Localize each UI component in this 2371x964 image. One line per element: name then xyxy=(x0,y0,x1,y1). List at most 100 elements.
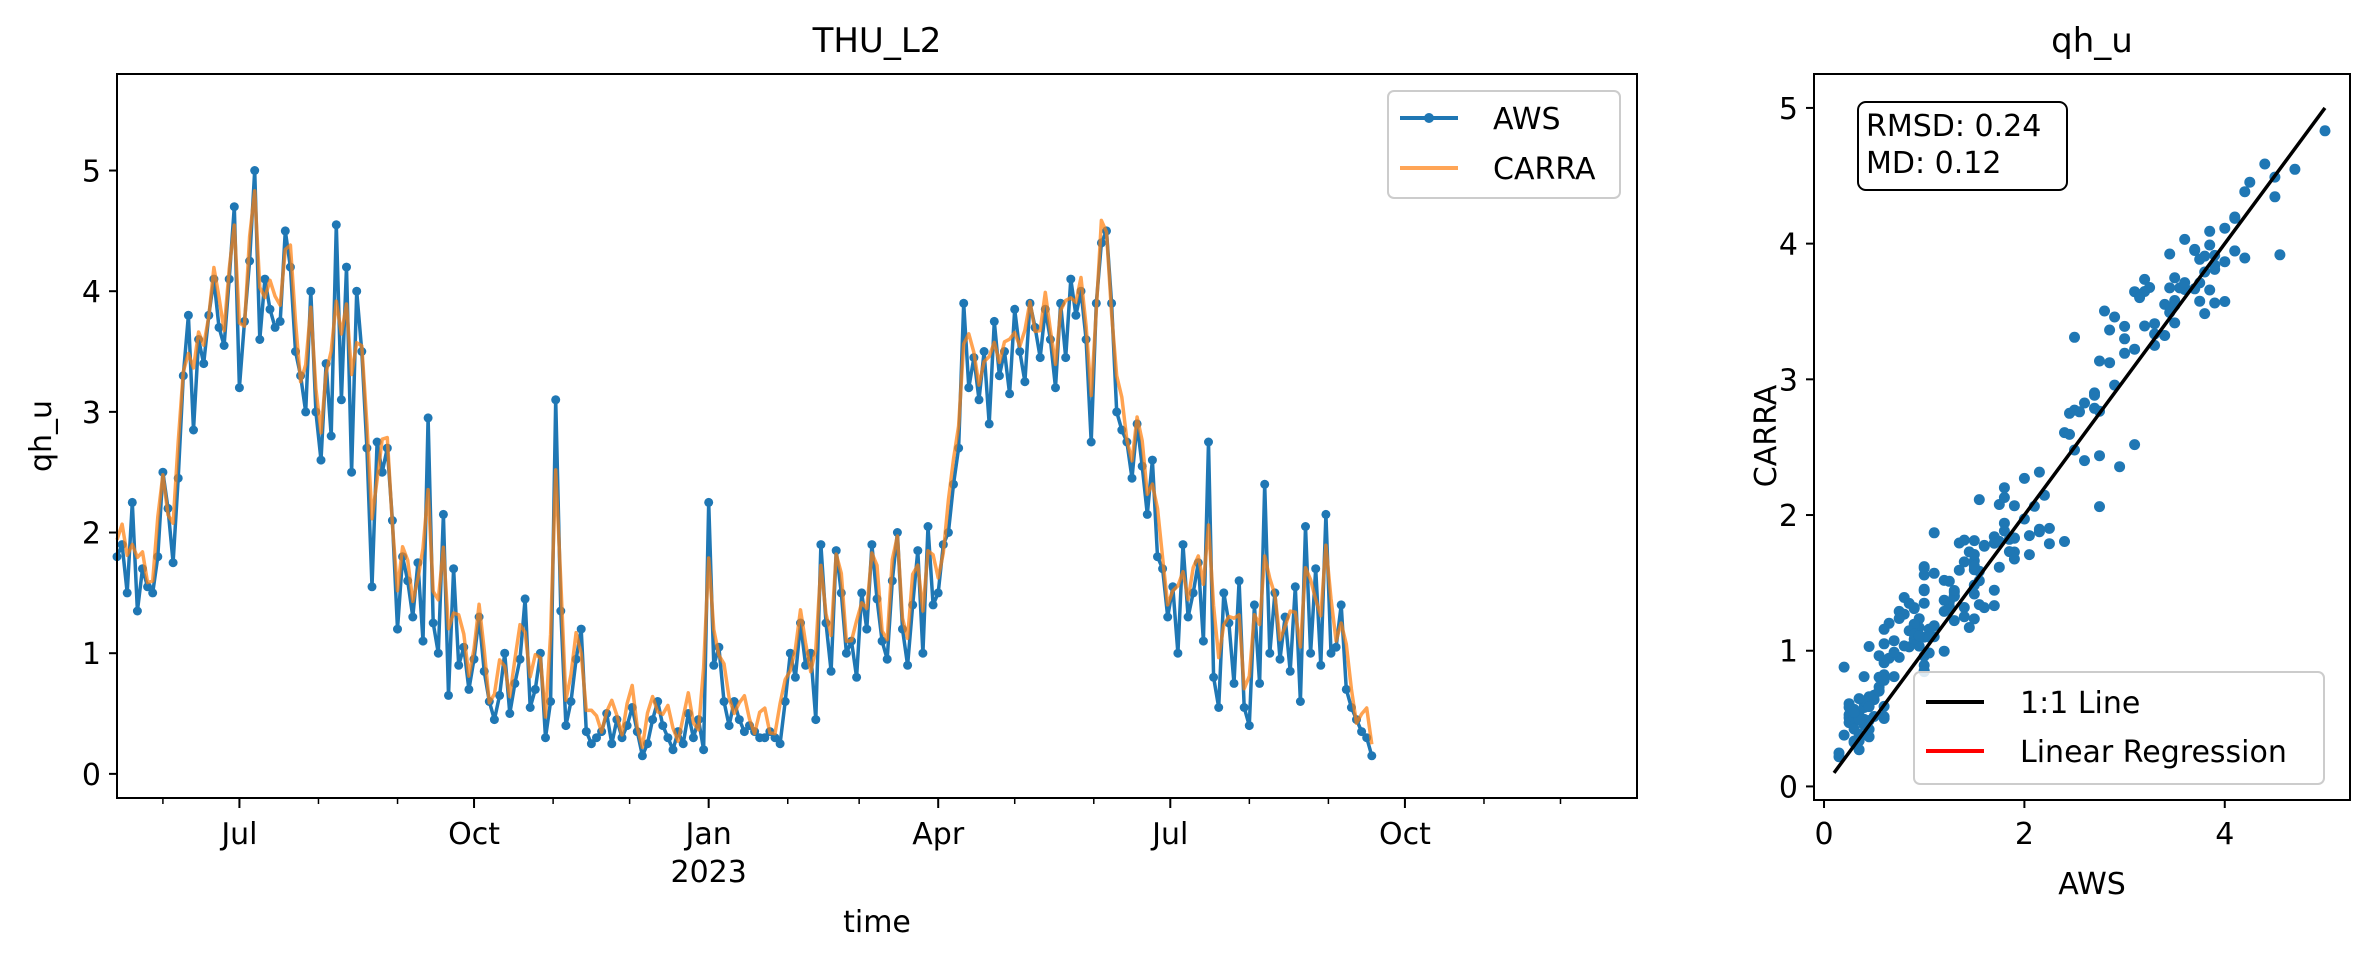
aws-point xyxy=(1275,654,1285,664)
scatter-point xyxy=(2259,158,2271,170)
scatter-point xyxy=(1888,646,1900,658)
y-tick-label: 3 xyxy=(82,396,101,431)
aws-point xyxy=(923,522,933,531)
aws-point xyxy=(734,715,744,725)
aws-point xyxy=(668,745,678,755)
aws-point xyxy=(984,419,994,429)
aws-point xyxy=(408,612,418,622)
aws-point xyxy=(1005,389,1015,399)
legend-regression-label: Linear Regression xyxy=(2020,735,2287,770)
scatter-point xyxy=(1958,556,1970,568)
aws-point xyxy=(1204,437,1213,447)
y-tick-label: 5 xyxy=(82,155,101,190)
timeseries-legend: AWS CARRA xyxy=(1387,90,1621,199)
aws-point xyxy=(877,636,887,646)
aws-point xyxy=(1153,552,1162,562)
aws-point xyxy=(1061,353,1071,363)
scatter-point xyxy=(2008,532,2020,544)
scatter-point xyxy=(2269,191,2281,203)
aws-point xyxy=(280,226,290,236)
aws-point xyxy=(122,588,132,598)
aws-point xyxy=(342,262,351,272)
scatter-point xyxy=(1878,638,1890,650)
scatter-point xyxy=(2199,308,2211,320)
aws-point xyxy=(1301,522,1310,531)
y-tick-label: 1 xyxy=(1779,635,1798,670)
scatter-point xyxy=(2119,333,2131,345)
aws-point xyxy=(1331,642,1341,652)
aws-point xyxy=(500,648,510,658)
aws-point xyxy=(857,588,867,598)
scatter-point xyxy=(1948,615,1960,627)
scatter-point xyxy=(1848,723,1860,735)
aws-point xyxy=(1229,678,1239,688)
aws-point xyxy=(867,540,877,550)
aws-point xyxy=(719,697,729,706)
scatter-point xyxy=(1988,600,2000,612)
aws-point xyxy=(811,715,821,725)
scatter-point xyxy=(1998,525,2010,537)
aws-point xyxy=(489,715,499,725)
aws-point xyxy=(449,564,459,574)
scatter-point xyxy=(2229,245,2241,257)
aws-point xyxy=(372,437,382,447)
aws-point xyxy=(495,690,505,700)
aws-point xyxy=(1010,304,1020,314)
aws-point xyxy=(1239,703,1249,712)
aws-point xyxy=(143,582,153,592)
scatter-point xyxy=(2023,549,2035,561)
aws-point xyxy=(260,274,270,284)
scatter-point xyxy=(2104,324,2116,336)
scatter-title: qh_u xyxy=(2051,21,2133,61)
aws-point xyxy=(561,721,571,731)
scatter-point xyxy=(2094,355,2105,367)
scatter-point xyxy=(1928,620,1940,632)
scatter-point xyxy=(1963,622,1975,633)
aws-point xyxy=(1326,648,1336,658)
aws-point xyxy=(739,727,749,737)
aws-point xyxy=(1066,274,1076,284)
aws-point xyxy=(275,316,285,326)
scatter-point xyxy=(1893,613,1905,624)
aws-point xyxy=(127,497,137,507)
aws-point xyxy=(444,690,453,700)
scatter-point xyxy=(1918,597,1930,609)
aws-point xyxy=(301,407,311,417)
scatter-point xyxy=(1863,701,1875,713)
aws-point xyxy=(433,648,443,658)
scatter-point xyxy=(1853,693,1865,705)
aws-point xyxy=(418,636,428,646)
scatter-point xyxy=(1968,588,1980,600)
aws-point xyxy=(1147,455,1157,465)
aws-point xyxy=(566,697,576,706)
aws-point xyxy=(892,528,902,537)
aws-point xyxy=(1142,509,1152,519)
scatter-point xyxy=(1988,584,2000,596)
scatter-legend: 1:1 Line Linear Regression xyxy=(1913,671,2325,785)
aws-point xyxy=(780,697,790,706)
aws-point xyxy=(1249,600,1259,610)
carra-series-line xyxy=(115,189,1374,750)
aws-point xyxy=(199,359,209,369)
legend-one-to-one-label: 1:1 Line xyxy=(2020,686,2140,721)
scatter-point xyxy=(2109,311,2121,323)
y-tick-label: 0 xyxy=(1779,770,1798,805)
aws-point xyxy=(852,672,862,682)
aws-point xyxy=(576,624,586,634)
scatter-point xyxy=(2169,272,2181,284)
scatter-point xyxy=(2033,466,2045,478)
scatter-point xyxy=(1968,535,1980,547)
aws-point xyxy=(1071,310,1081,320)
aws-point xyxy=(219,341,229,350)
scatter-point xyxy=(2219,222,2231,234)
scatter-point xyxy=(2164,248,2176,260)
scatter-point xyxy=(2059,536,2070,547)
aws-point xyxy=(831,546,841,556)
scatter-point xyxy=(2239,252,2251,264)
aws-point xyxy=(592,733,601,743)
scatter-data xyxy=(1832,106,2331,774)
aws-point xyxy=(826,666,836,676)
aws-point xyxy=(974,395,984,405)
scatter-point xyxy=(2089,389,2100,401)
